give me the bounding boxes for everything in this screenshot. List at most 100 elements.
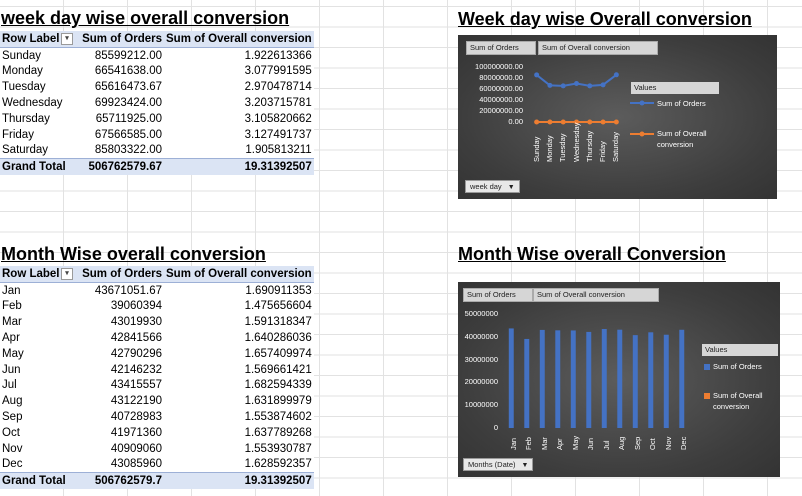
table-row[interactable]: Mar 43019930 1.591318347 <box>0 314 314 330</box>
table-row[interactable]: Apr 42841566 1.640286036 <box>0 330 314 346</box>
table-row[interactable]: Feb 39060394 1.475656604 <box>0 299 314 315</box>
row-label[interactable]: Jan <box>2 284 21 297</box>
grand-total-row[interactable]: Grand Total 506762579.67 19.31392507 <box>0 158 314 176</box>
cell-value[interactable]: 43122190 <box>110 395 162 408</box>
table-row[interactable]: Sunday 85599212.00 1.922613366 <box>0 47 314 63</box>
cell-value[interactable]: 1.640286036 <box>244 332 312 345</box>
cell-value[interactable]: 41971360 <box>110 426 162 439</box>
cell-value[interactable]: 1.553930787 <box>244 442 312 455</box>
cell-value[interactable]: 40728983 <box>110 411 162 424</box>
row-label[interactable]: May <box>2 347 24 360</box>
table-row[interactable]: Jan 43671051.67 1.690911353 <box>0 282 314 298</box>
row-label[interactable]: Sunday <box>2 49 42 62</box>
row-label[interactable]: Monday <box>2 65 43 78</box>
cell-value[interactable]: 1.657409974 <box>244 347 312 360</box>
row-label[interactable]: Thursday <box>2 112 50 125</box>
cell-value[interactable]: 65616473.67 <box>94 81 162 94</box>
cell-value[interactable]: 42146232 <box>110 363 162 376</box>
grand-total-value[interactable]: 19.31392507 <box>164 158 314 176</box>
table-row[interactable]: Sep 40728983 1.553874602 <box>0 409 314 425</box>
cell-value[interactable]: 1.682594339 <box>244 379 312 392</box>
cell-value[interactable]: 3.127491737 <box>244 128 312 141</box>
row-label[interactable]: Sep <box>2 411 23 424</box>
table-row[interactable]: Dec 43085960 1.628592357 <box>0 457 314 473</box>
row-label[interactable]: Feb <box>2 300 22 313</box>
row-label[interactable]: Mar <box>2 316 22 329</box>
cell-value[interactable]: 69923424.00 <box>94 97 162 110</box>
cell-value[interactable]: 43085960 <box>110 458 162 471</box>
conversion-field-button[interactable]: Sum of Overall conversion <box>538 41 658 55</box>
cell-value[interactable]: 1.637789268 <box>244 426 312 439</box>
row-label[interactable]: Saturday <box>2 144 49 157</box>
row-label[interactable]: Friday <box>2 128 34 141</box>
row-label[interactable]: Dec <box>2 458 23 471</box>
row-label[interactable]: Jul <box>2 379 17 392</box>
cell-value[interactable]: 3.077991595 <box>244 65 312 78</box>
grand-total-value[interactable]: 19.31392507 <box>164 472 314 490</box>
weekday-pivot-chart[interactable]: Sum of Orders Sum of Overall conversion … <box>458 35 777 199</box>
table-row[interactable]: Friday 67566585.00 3.127491737 <box>0 127 314 143</box>
cell-value[interactable]: 1.475656604 <box>244 300 312 313</box>
grand-total-value[interactable]: 506762579.7 <box>76 472 164 490</box>
table-row[interactable]: Nov 40909060 1.553930787 <box>0 441 314 457</box>
cell-value[interactable]: 1.905813211 <box>245 144 312 157</box>
row-label[interactable]: Oct <box>2 426 20 439</box>
row-label[interactable]: Wednesday <box>2 97 63 110</box>
cell-value[interactable]: 40909060 <box>110 442 162 455</box>
cell-value[interactable]: 66541638.00 <box>94 65 162 78</box>
row-label[interactable]: Apr <box>2 332 20 345</box>
cell-value[interactable]: 1.569661421 <box>244 363 312 376</box>
month-pivot-table[interactable]: Row Labels▾ Sum of Orders Sum of Overall c… <box>0 266 314 490</box>
table-row[interactable]: Aug 43122190 1.631899979 <box>0 393 314 409</box>
conversion-legend-swatch <box>704 393 710 399</box>
table-row[interactable]: May 42790296 1.657409974 <box>0 346 314 362</box>
cell-value[interactable]: 85599212.00 <box>94 49 162 62</box>
cell-value[interactable]: 85803322.00 <box>94 144 162 157</box>
row-label[interactable]: Nov <box>2 442 23 455</box>
month-axis-filter-dropdown[interactable]: Months (Date) ▼ <box>463 458 534 471</box>
row-label[interactable]: Aug <box>2 395 23 408</box>
cell-value[interactable]: 1.591318347 <box>244 316 312 329</box>
cell-value[interactable]: 43671051.67 <box>94 284 162 297</box>
weekday-pivot-table[interactable]: Row Labels▾ Sum of Orders Sum of Overall c… <box>0 31 314 176</box>
cell-value[interactable]: 42841566 <box>110 332 162 345</box>
cell-value[interactable]: 1.631899979 <box>244 395 312 408</box>
filter-dropdown-icon[interactable]: ▾ <box>61 32 73 45</box>
cell-value[interactable]: 2.970478714 <box>244 81 312 94</box>
table-row[interactable]: Tuesday 65616473.67 2.970478714 <box>0 79 314 95</box>
cell-value[interactable]: 1.628592357 <box>244 458 312 471</box>
cell-value[interactable]: 43019930 <box>110 316 162 329</box>
cell-value[interactable]: 65711925.00 <box>95 112 162 125</box>
table-row[interactable]: Jun 42146232 1.569661421 <box>0 362 314 378</box>
cell-value[interactable]: 3.105820662 <box>244 112 312 125</box>
row-label[interactable]: Jun <box>2 363 21 376</box>
row-label[interactable]: Tuesday <box>2 81 46 94</box>
table-row[interactable]: Saturday 85803322.00 1.905813211 <box>0 143 314 159</box>
month-pivot-chart[interactable]: Sum of Orders Sum of Overall conversion … <box>458 282 780 477</box>
table-row[interactable]: Monday 66541638.00 3.077991595 <box>0 64 314 80</box>
cell-value[interactable]: 42790296 <box>110 347 162 360</box>
grand-total-row[interactable]: Grand Total 506762579.7 19.31392507 <box>0 472 314 490</box>
orders-field-button[interactable]: Sum of Orders <box>466 41 536 55</box>
cell-value[interactable]: 67566585.00 <box>94 128 162 141</box>
cell-value[interactable]: 1.922613366 <box>244 49 312 62</box>
cell-value[interactable]: 3.203715781 <box>244 97 312 110</box>
grand-total-label[interactable]: Grand Total <box>0 158 76 176</box>
cell-value[interactable]: 39060394 <box>110 300 162 313</box>
column-header[interactable]: Row Labels▾ <box>0 266 76 283</box>
column-header[interactable]: Row Labels▾ <box>0 31 76 48</box>
grand-total-label[interactable]: Grand Total <box>0 472 76 490</box>
cell-value[interactable]: 43415557 <box>110 379 162 392</box>
weekday-axis-filter-dropdown[interactable]: week day ▼ <box>465 180 520 193</box>
cell-value[interactable]: 1.553874602 <box>244 411 312 424</box>
grand-total-value[interactable]: 506762579.67 <box>76 158 164 176</box>
table-row[interactable]: Thursday 65711925.00 3.105820662 <box>0 111 314 127</box>
table-row[interactable]: Oct 41971360 1.637789268 <box>0 425 314 441</box>
conversion-field-button[interactable]: Sum of Overall conversion <box>533 288 659 302</box>
orders-field-button[interactable]: Sum of Orders <box>463 288 533 302</box>
table-row[interactable]: Wednesday 69923424.00 3.203715781 <box>0 95 314 111</box>
filter-dropdown-icon[interactable]: ▾ <box>61 267 73 280</box>
table-row[interactable]: Jul 43415557 1.682594339 <box>0 378 314 394</box>
cell-value[interactable]: 1.690911353 <box>245 284 312 297</box>
orders-legend-label: Sum of Orders <box>657 99 706 108</box>
